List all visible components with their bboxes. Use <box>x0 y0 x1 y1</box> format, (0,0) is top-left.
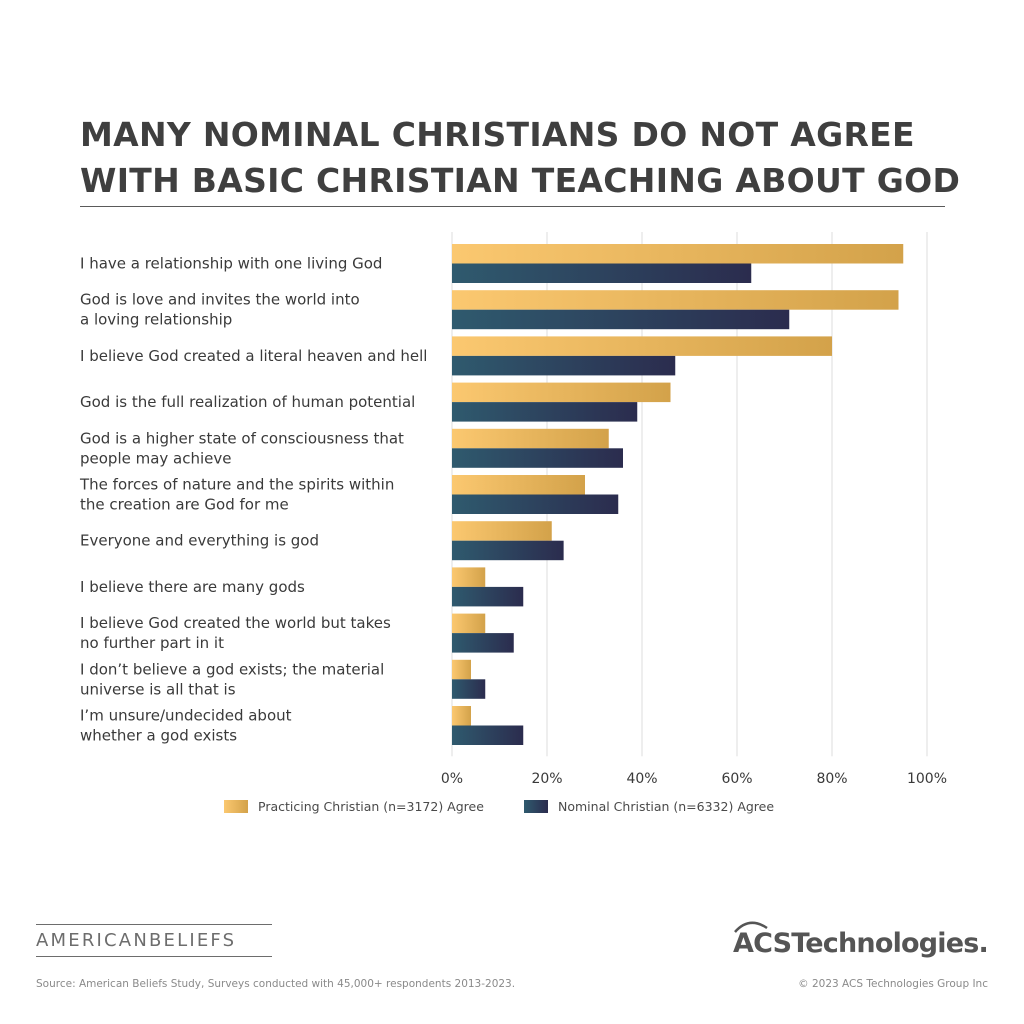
bar-nominal <box>452 540 564 561</box>
bar-practicing <box>452 567 486 587</box>
category-label-line: no further part in it <box>80 634 224 652</box>
chart-title: MANY NOMINAL CHRISTIANS DO NOT AGREE WIT… <box>80 112 960 204</box>
acs-technologies-wordmark: ACSTechnologies. <box>732 928 989 959</box>
category-label-line: God is a higher state of consciousness t… <box>80 429 404 447</box>
bar-nominal <box>452 448 623 468</box>
category-label: The forces of nature and the spirits wit… <box>79 476 394 514</box>
x-tick-label: 40% <box>626 771 657 787</box>
bar-chart: I have a relationship with one living Go… <box>79 232 947 814</box>
bar-practicing <box>452 475 585 495</box>
bar-nominal <box>452 725 524 745</box>
bar-nominal <box>452 494 619 514</box>
category-label: God is the full realization of human pot… <box>80 393 415 411</box>
category-label-line: whether a god exists <box>80 727 237 745</box>
category-label: Everyone and everything is god <box>80 532 319 550</box>
american-beliefs-logo: AMERICANBELIEFS <box>36 924 272 957</box>
bar-practicing <box>452 382 671 403</box>
bar-practicing <box>452 290 899 310</box>
chart-title-line-1: MANY NOMINAL CHRISTIANS DO NOT AGREE <box>80 115 915 154</box>
category-label-line: The forces of nature and the spirits wit… <box>79 476 394 494</box>
category-label: God is a higher state of consciousness t… <box>80 429 404 467</box>
bar-nominal <box>452 263 752 283</box>
category-label-line: God is the full realization of human pot… <box>80 393 415 411</box>
legend-label-nominal: Nominal Christian (n=6332) Agree <box>558 799 774 814</box>
bar-nominal <box>452 309 790 330</box>
category-label: I don’t believe a god exists; the materi… <box>80 660 384 698</box>
category-label-line: a loving relationship <box>80 311 232 329</box>
source-note: Source: American Beliefs Study, Surveys … <box>36 978 516 990</box>
category-labels: I have a relationship with one living Go… <box>79 255 427 745</box>
legend-label-practicing: Practicing Christian (n=3172) Agree <box>258 799 484 814</box>
category-label-line: I’m unsure/undecided about <box>80 707 292 725</box>
category-label-line: I have a relationship with one living Go… <box>80 255 382 273</box>
legend-swatch-practicing <box>224 800 248 813</box>
bar-practicing <box>452 521 552 541</box>
category-label: I believe God created a literal heaven a… <box>80 347 427 365</box>
bar-nominal <box>452 402 638 422</box>
category-label-line: God is love and invites the world into <box>80 291 360 309</box>
legend-swatch-nominal <box>524 800 548 813</box>
acs-technologies-logo: ACSTechnologies. <box>732 921 989 959</box>
bar-nominal <box>452 679 486 699</box>
bar-nominal <box>452 633 514 653</box>
bar-nominal <box>452 355 676 376</box>
american-beliefs-wordmark: AMERICANBELIEFS <box>36 930 237 951</box>
x-axis-ticks: 0% 20% 40% 60% 80% 100% <box>441 771 947 787</box>
legend: Practicing Christian (n=3172) Agree Nomin… <box>224 799 774 814</box>
title-divider <box>80 206 945 207</box>
bars <box>452 244 904 745</box>
x-tick-label: 100% <box>907 771 947 787</box>
bar-practicing <box>452 706 471 726</box>
chart-title-line-2: WITH BASIC CHRISTIAN TEACHING ABOUT GOD <box>80 161 961 200</box>
category-label: I’m unsure/undecided about whether a god … <box>80 707 292 745</box>
acs-swoosh-icon <box>734 921 768 933</box>
bar-nominal <box>452 586 524 607</box>
category-label: I have a relationship with one living Go… <box>80 255 382 273</box>
category-label: God is love and invites the world into a … <box>80 291 360 329</box>
category-label-line: I believe God created a literal heaven a… <box>80 347 427 365</box>
bar-practicing <box>452 613 486 634</box>
category-label-line: I believe God created the world but take… <box>80 614 391 632</box>
category-label-line: I don’t believe a god exists; the materi… <box>80 660 384 678</box>
copyright-note: © 2023 ACS Technologies Group Inc <box>798 978 988 990</box>
x-tick-label: 0% <box>441 771 463 787</box>
x-tick-label: 60% <box>721 771 752 787</box>
x-tick-label: 20% <box>531 771 562 787</box>
bar-practicing <box>452 659 471 680</box>
x-tick-label: 80% <box>816 771 847 787</box>
category-label-line: I believe there are many gods <box>80 578 305 596</box>
category-label-line: universe is all that is <box>80 680 236 698</box>
bar-practicing <box>452 244 904 264</box>
category-label-line: the creation are God for me <box>80 496 289 514</box>
bar-practicing <box>452 336 832 356</box>
category-label-line: Everyone and everything is god <box>80 532 319 550</box>
category-label-line: people may achieve <box>80 449 232 467</box>
bar-practicing <box>452 428 609 449</box>
category-label: I believe there are many gods <box>80 578 305 596</box>
category-label: I believe God created the world but take… <box>80 614 391 652</box>
